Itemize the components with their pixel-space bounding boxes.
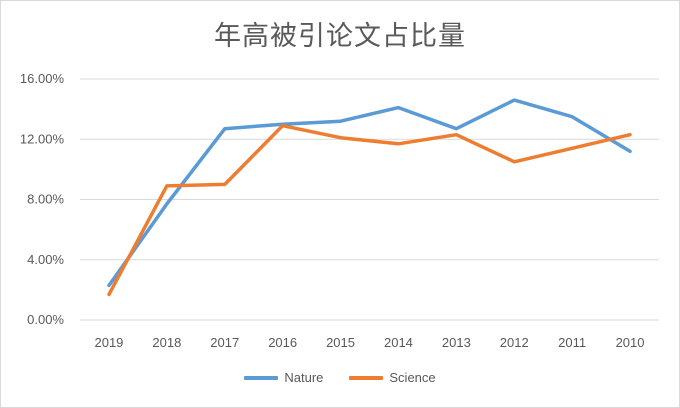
y-tick-label: 0.00% xyxy=(27,312,64,327)
x-tick-label: 2015 xyxy=(326,335,355,350)
x-tick-label: 2013 xyxy=(442,335,471,350)
x-tick-label: 2014 xyxy=(384,335,413,350)
legend-item-nature: Nature xyxy=(244,370,323,385)
y-tick-label: 4.00% xyxy=(27,252,64,267)
x-tick-label: 2018 xyxy=(152,335,181,350)
legend-swatch-science xyxy=(349,375,384,380)
y-tick-label: 8.00% xyxy=(27,192,64,207)
legend-label-science: Science xyxy=(389,370,436,385)
y-tick-label: 16.00% xyxy=(20,71,65,86)
legend-item-science: Science xyxy=(349,370,436,385)
series-line-nature xyxy=(107,98,632,288)
x-tick-label: 2012 xyxy=(500,335,529,350)
x-tick-label: 2019 xyxy=(94,335,123,350)
legend-swatch-nature xyxy=(244,375,279,380)
x-tick-label: 2010 xyxy=(616,335,645,350)
legend: Nature Science xyxy=(0,370,680,385)
x-tick-label: 2011 xyxy=(558,335,586,350)
y-tick-label: 12.00% xyxy=(20,131,65,146)
series-line-science xyxy=(107,123,632,297)
x-tick-label: 2016 xyxy=(268,335,297,350)
chart-title: 年高被引论文占比量 xyxy=(214,21,466,52)
x-tick-label: 2017 xyxy=(210,335,239,350)
legend-label-nature: Nature xyxy=(284,370,324,385)
